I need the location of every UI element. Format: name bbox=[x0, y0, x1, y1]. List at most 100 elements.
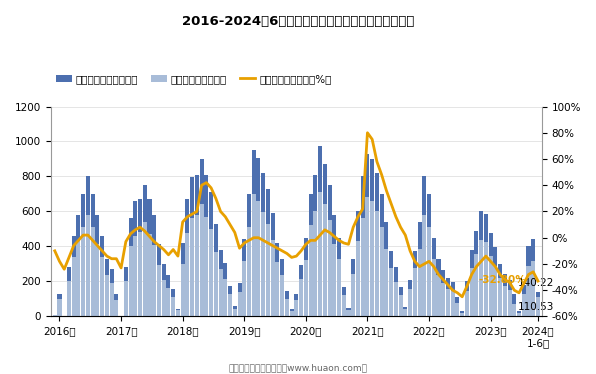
Bar bbox=[224, 263, 227, 316]
Bar bbox=[86, 177, 90, 316]
Bar bbox=[233, 306, 237, 316]
Bar bbox=[498, 264, 502, 316]
Bar bbox=[95, 244, 100, 316]
Bar bbox=[176, 309, 180, 316]
Text: 140.22: 140.22 bbox=[517, 279, 554, 288]
Bar bbox=[318, 192, 322, 316]
Bar bbox=[403, 309, 407, 316]
Bar bbox=[190, 218, 194, 316]
Bar bbox=[432, 238, 436, 316]
Bar bbox=[513, 294, 516, 316]
Bar bbox=[233, 309, 237, 316]
Bar bbox=[228, 294, 232, 316]
Bar bbox=[328, 220, 331, 316]
Bar bbox=[285, 299, 289, 316]
Bar bbox=[200, 159, 204, 316]
Bar bbox=[380, 227, 384, 316]
Bar bbox=[370, 159, 374, 316]
Bar bbox=[280, 275, 284, 316]
Bar bbox=[427, 194, 431, 316]
Bar bbox=[313, 175, 317, 316]
Bar bbox=[489, 233, 493, 316]
Bar bbox=[256, 158, 260, 316]
Bar bbox=[252, 194, 256, 316]
Bar bbox=[290, 309, 294, 316]
Bar bbox=[313, 211, 317, 316]
Bar bbox=[204, 175, 209, 316]
Bar bbox=[531, 239, 535, 316]
Bar bbox=[309, 194, 312, 316]
Bar bbox=[403, 307, 407, 316]
Bar bbox=[332, 215, 336, 316]
Bar bbox=[185, 199, 190, 316]
Bar bbox=[342, 295, 346, 316]
Bar bbox=[162, 264, 166, 316]
Bar bbox=[446, 289, 450, 316]
Bar bbox=[91, 227, 95, 316]
Bar bbox=[460, 311, 464, 316]
Bar bbox=[484, 214, 488, 316]
Bar bbox=[418, 222, 421, 316]
Bar bbox=[290, 311, 294, 316]
Bar bbox=[337, 259, 341, 316]
Bar bbox=[503, 286, 507, 316]
Bar bbox=[536, 292, 540, 316]
Bar bbox=[423, 215, 426, 316]
Bar bbox=[394, 282, 398, 316]
Bar bbox=[470, 250, 474, 316]
Bar bbox=[143, 185, 147, 316]
Bar bbox=[76, 241, 80, 316]
Bar bbox=[134, 236, 137, 316]
Bar bbox=[394, 267, 398, 316]
Bar bbox=[375, 211, 379, 316]
Bar bbox=[536, 297, 540, 316]
Bar bbox=[157, 244, 161, 316]
Bar bbox=[124, 282, 128, 316]
Bar bbox=[479, 240, 483, 316]
Bar bbox=[134, 201, 137, 316]
Bar bbox=[67, 267, 71, 316]
Bar bbox=[356, 241, 360, 316]
Bar bbox=[114, 294, 119, 316]
Bar bbox=[498, 279, 502, 316]
Bar bbox=[526, 266, 530, 316]
Bar bbox=[384, 222, 389, 316]
Bar bbox=[129, 246, 132, 316]
Bar bbox=[100, 236, 104, 316]
Bar bbox=[157, 265, 161, 316]
Bar bbox=[432, 259, 436, 316]
Bar bbox=[138, 199, 142, 316]
Bar bbox=[380, 194, 384, 316]
Bar bbox=[508, 290, 511, 316]
Bar bbox=[375, 173, 379, 316]
Bar bbox=[346, 310, 350, 316]
Bar bbox=[195, 215, 199, 316]
Bar bbox=[285, 291, 289, 316]
Bar bbox=[446, 278, 450, 316]
Bar bbox=[81, 194, 85, 316]
Bar bbox=[238, 292, 241, 316]
Text: 2016-2024年6月黑龙江省房地产投资额及住宅投资额: 2016-2024年6月黑龙江省房地产投资额及住宅投资额 bbox=[182, 15, 414, 28]
Bar bbox=[399, 287, 403, 316]
Bar bbox=[304, 260, 308, 316]
Bar bbox=[323, 164, 327, 316]
Bar bbox=[275, 243, 280, 316]
Bar bbox=[181, 264, 185, 316]
Bar bbox=[328, 185, 331, 316]
Bar bbox=[53, 315, 57, 316]
Bar bbox=[451, 291, 455, 316]
Bar bbox=[365, 154, 370, 316]
Bar bbox=[517, 311, 521, 316]
Bar bbox=[493, 266, 498, 316]
Bar bbox=[441, 270, 445, 316]
Bar bbox=[152, 245, 156, 316]
Bar bbox=[337, 238, 341, 316]
Bar bbox=[129, 218, 132, 316]
Bar bbox=[228, 286, 232, 316]
Bar bbox=[57, 299, 61, 316]
Bar bbox=[389, 268, 393, 316]
Bar bbox=[76, 215, 80, 316]
Bar bbox=[271, 213, 275, 316]
Bar bbox=[214, 252, 218, 316]
Bar bbox=[474, 231, 479, 316]
